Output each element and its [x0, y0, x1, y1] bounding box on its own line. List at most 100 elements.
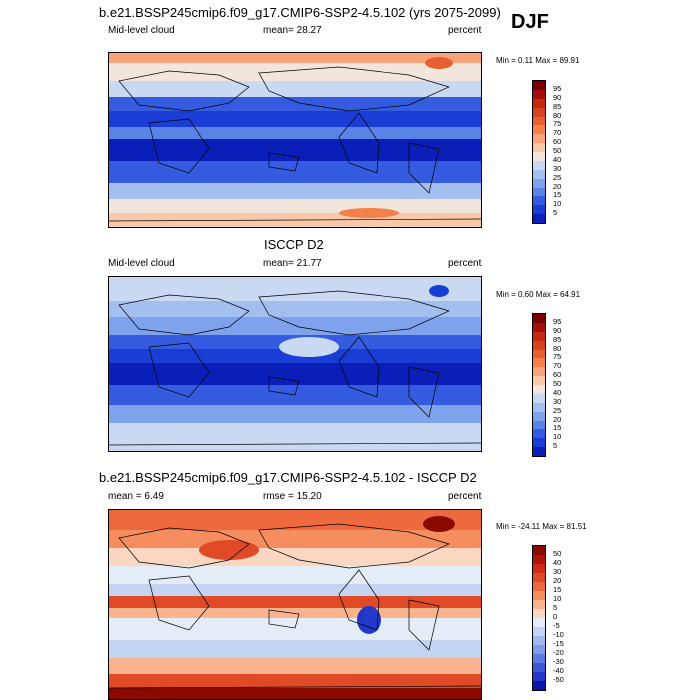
colorbar-segment — [533, 358, 545, 368]
colorbar-segment — [533, 645, 545, 654]
colorbar-tick-label: 60 — [553, 137, 562, 147]
colorbar-segment — [533, 349, 545, 359]
colorbar-tick-label: 0 — [553, 612, 558, 621]
colorbar-segment — [533, 420, 545, 430]
colorbar-tick-label: 50 — [553, 549, 562, 558]
colorbar-segment — [533, 393, 545, 403]
panel-2-title: ISCCP D2 — [264, 237, 324, 252]
panel-3-rmse-label: rmse = 15.20 — [263, 491, 322, 502]
colorbar-segment — [533, 447, 545, 456]
colorbar-segment — [533, 573, 545, 582]
colorbar-tick-label: -30 — [553, 657, 564, 666]
colorbar-segment — [533, 89, 545, 99]
colorbar-tick-label: 50 — [553, 379, 562, 388]
panel-1-colorbar — [532, 80, 546, 224]
colorbar-segment — [533, 314, 545, 323]
colorbar-segment — [533, 555, 545, 564]
panel-3-mean-label: mean = 6.49 — [108, 491, 164, 502]
colorbar-tick-label: 60 — [553, 370, 562, 380]
colorbar-tick-label: -15 — [553, 639, 564, 648]
colorbar-tick-label: 75 — [553, 119, 562, 129]
colorbar-tick-label: 70 — [553, 361, 562, 371]
colorbar-segment — [533, 636, 545, 645]
colorbar-tick-label: 40 — [553, 558, 562, 567]
panel-1-map — [108, 52, 482, 228]
panel-3-colorbar — [532, 545, 546, 691]
colorbar-tick-label: 85 — [553, 334, 562, 344]
colorbar-tick-label: 80 — [553, 343, 562, 353]
colorbar-tick-label: 30 — [553, 163, 562, 173]
colorbar-segment — [533, 367, 545, 377]
colorbar-segment — [533, 98, 545, 108]
panel-3-title: b.e21.BSSP245cmip6.f09_g17.CMIP6-SSP2-4.… — [99, 470, 477, 485]
colorbar-tick-label: -20 — [553, 648, 564, 657]
colorbar-tick-label: -5 — [553, 621, 560, 630]
colorbar-segment — [533, 546, 545, 555]
colorbar-tick-label: 10 — [553, 199, 562, 209]
colorbar-tick-label: -50 — [553, 675, 564, 684]
colorbar-tick-label: 25 — [553, 405, 562, 415]
season-label: DJF — [511, 11, 549, 33]
colorbar-segment — [533, 582, 545, 591]
colorbar-segment — [533, 654, 545, 663]
colorbar-tick-label: 40 — [553, 387, 562, 397]
colorbar-segment — [533, 376, 545, 385]
colorbar-segment — [533, 81, 545, 90]
panel-2-minmax-label: Min = 0.60 Max = 64.91 — [496, 290, 581, 299]
colorbar-tick-label: 15 — [553, 585, 562, 594]
figure-title: b.e21.BSSP245cmip6.f09_g17.CMIP6-SSP2-4.… — [99, 5, 501, 20]
colorbar-tick-label: 75 — [553, 352, 562, 362]
colorbar-segment — [533, 107, 545, 117]
colorbar-tick-label: 40 — [553, 154, 562, 164]
colorbar-segment — [533, 160, 545, 170]
colorbar-segment — [533, 214, 545, 223]
colorbar-segment — [533, 609, 545, 618]
colorbar-tick-label: 15 — [553, 190, 562, 200]
colorbar-segment — [533, 618, 545, 627]
panel-1-minmax-label: Min = 0.11 Max = 89.91 — [496, 56, 580, 65]
colorbar-tick-label: 5 — [553, 603, 558, 612]
panel-1-mean-label: mean= 28.27 — [263, 25, 322, 36]
colorbar-segment — [533, 411, 545, 421]
panel-2-mean-label: mean= 21.77 — [263, 258, 322, 269]
colorbar-segment — [533, 205, 545, 215]
colorbar-tick-label: 20 — [553, 414, 562, 424]
colorbar-tick-label: 50 — [553, 146, 562, 155]
colorbar-tick-label: 5 — [553, 441, 558, 451]
colorbar-segment — [533, 663, 545, 672]
colorbar-segment — [533, 672, 545, 681]
colorbar-tick-label: 30 — [553, 396, 562, 406]
colorbar-segment — [533, 178, 545, 188]
colorbar-tick-label: 10 — [553, 432, 562, 442]
colorbar-tick-label: 80 — [553, 110, 562, 120]
colorbar-segment — [533, 402, 545, 412]
colorbar-segment — [533, 116, 545, 126]
colorbar-segment — [533, 134, 545, 144]
colorbar-segment — [533, 681, 545, 690]
colorbar-segment — [533, 125, 545, 135]
colorbar-segment — [533, 143, 545, 152]
panel-2-units-label: percent — [448, 258, 482, 269]
panel-3-units-label: percent — [448, 491, 482, 502]
panel-3-minmax-label: Min = -24.11 Max = 81.51 — [496, 522, 587, 531]
colorbar-tick-label: 10 — [553, 594, 562, 603]
colorbar-tick-label: 90 — [553, 325, 562, 335]
colorbar-segment — [533, 169, 545, 179]
colorbar-segment — [533, 564, 545, 573]
colorbar-segment — [533, 385, 545, 394]
colorbar-segment — [533, 600, 545, 609]
colorbar-segment — [533, 322, 545, 332]
colorbar-tick-label: 70 — [553, 128, 562, 138]
colorbar-tick-label: 15 — [553, 423, 562, 433]
colorbar-tick-label: 30 — [553, 567, 562, 576]
colorbar-tick-label: 25 — [553, 172, 562, 182]
colorbar-segment — [533, 187, 545, 197]
colorbar-segment — [533, 627, 545, 636]
panel-1-left-label: Mid-level cloud — [108, 25, 175, 36]
colorbar-segment — [533, 196, 545, 206]
colorbar-tick-label: 95 — [553, 316, 562, 326]
panel-2-colorbar — [532, 313, 546, 457]
colorbar-tick-label: 20 — [553, 181, 562, 191]
colorbar-tick-label: 20 — [553, 576, 562, 585]
colorbar-tick-label: 90 — [553, 92, 562, 102]
